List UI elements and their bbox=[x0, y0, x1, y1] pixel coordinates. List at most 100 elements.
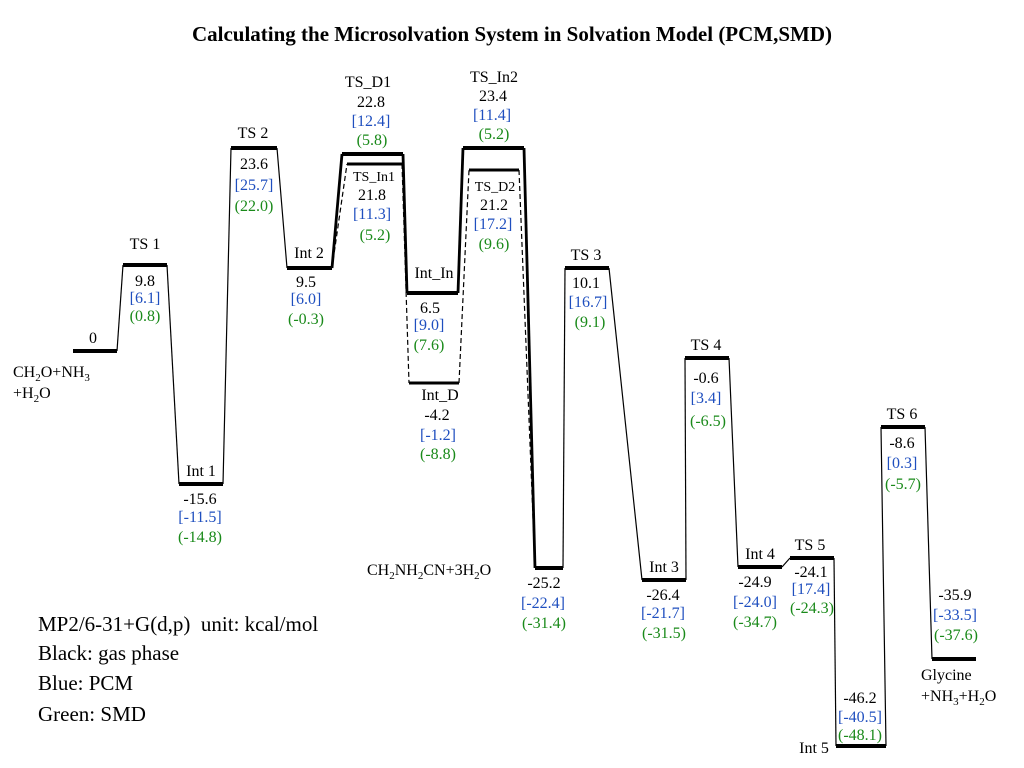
value-gas-TS1: 9.8 bbox=[135, 273, 155, 290]
aminonitrile-label: CH2NH2CN+3H2O bbox=[367, 562, 491, 582]
value-pcm-Int3: [-21.7] bbox=[641, 605, 685, 622]
value-gas-TS_In1: 21.8 bbox=[358, 187, 386, 204]
value-gas-Int3: -26.4 bbox=[646, 587, 679, 604]
legend-method: MP2/6-31+G(d,p) unit: kcal/mol bbox=[38, 612, 318, 636]
value-smd-TS2: (22.0) bbox=[235, 198, 274, 215]
connector bbox=[458, 169, 470, 384]
value-pcm-Int_D: [-1.2] bbox=[420, 427, 456, 444]
product-label-line2: +NH3+H2O bbox=[921, 688, 996, 708]
value-gas-TS_D1: 22.8 bbox=[357, 94, 385, 111]
value-smd-P1: (-31.4) bbox=[522, 615, 566, 632]
value-pcm-TS5: [17.4] bbox=[792, 581, 831, 598]
value-gas-TS6: -8.6 bbox=[889, 435, 914, 452]
value-pcm-TS1: [6.1] bbox=[130, 290, 161, 307]
value-smd-TS_D2: (9.6) bbox=[479, 236, 510, 253]
connector bbox=[276, 147, 288, 269]
connector bbox=[518, 169, 536, 569]
energy-levels-thin bbox=[347, 162, 519, 385]
connectors bbox=[116, 147, 933, 747]
value-gas-P2: -35.9 bbox=[938, 587, 971, 604]
value-smd-TS_D1: (5.8) bbox=[357, 132, 388, 149]
label-Int4: Int 4 bbox=[745, 546, 775, 563]
label-Int_In: Int_In bbox=[414, 265, 453, 282]
connector bbox=[608, 267, 643, 581]
label-TS_D2: TS_D2 bbox=[475, 180, 515, 195]
value-pcm-TS2: [25.7] bbox=[235, 177, 274, 194]
label-TS3: TS 3 bbox=[571, 247, 602, 264]
value-gas-Int2: 9.5 bbox=[296, 274, 316, 291]
connector bbox=[401, 163, 410, 384]
product-label-line1: Glycine bbox=[921, 667, 972, 684]
value-gas-TS_D2: 21.2 bbox=[480, 197, 508, 214]
connector bbox=[331, 163, 348, 269]
connector bbox=[728, 357, 739, 568]
value-smd-Int1: (-14.8) bbox=[178, 529, 222, 546]
connector bbox=[924, 426, 933, 660]
connector bbox=[522, 147, 537, 569]
legend: MP2/6-31+G(d,p) unit: kcal/mol Black: ga… bbox=[38, 612, 318, 726]
connectors-d-path bbox=[331, 163, 536, 569]
value-smd-Int3: (-31.5) bbox=[642, 625, 686, 642]
value-smd-Int4: (-34.7) bbox=[733, 614, 777, 631]
value-gas-Int5: -46.2 bbox=[843, 690, 876, 707]
label-TS2: TS 2 bbox=[238, 125, 269, 142]
reactant-label-line1: CH2O+NH3 bbox=[13, 364, 90, 384]
value-pcm-P1: [-22.4] bbox=[521, 595, 565, 612]
chart-title: Calculating the Microsolvation System in… bbox=[192, 22, 832, 46]
value-smd-P2: (-37.6) bbox=[934, 627, 978, 644]
value-pcm-Int2: [6.0] bbox=[291, 291, 322, 308]
value-smd-TS1: (0.8) bbox=[130, 308, 161, 325]
value-smd-Int_D: (-8.8) bbox=[420, 446, 456, 463]
value-pcm-TS_In1: [11.3] bbox=[353, 206, 391, 223]
connector bbox=[781, 557, 791, 568]
connector bbox=[456, 147, 465, 294]
value-gas-TS3: 10.1 bbox=[572, 275, 600, 292]
value-pcm-Int5: [-40.5] bbox=[838, 709, 882, 726]
connector bbox=[116, 264, 124, 352]
value-gas-Int_In: 6.5 bbox=[420, 300, 440, 317]
legend-smd: Green: SMD bbox=[38, 702, 146, 726]
connectors-in-path bbox=[330, 147, 537, 569]
value-pcm-Int4: [-24.0] bbox=[733, 594, 777, 611]
label-TS4: TS 4 bbox=[691, 337, 722, 354]
label-Int_D: Int_D bbox=[421, 387, 458, 404]
value-smd-Int_In: (7.6) bbox=[414, 337, 445, 354]
value-gas-Int4: -24.9 bbox=[738, 574, 771, 591]
value-pcm-Int_In: [9.0] bbox=[414, 317, 445, 334]
value-gas-TS4: -0.6 bbox=[693, 370, 718, 387]
label-TS_In2: TS_In2 bbox=[470, 69, 518, 86]
legend-pcm: Blue: PCM bbox=[38, 671, 133, 695]
label-Int2: Int 2 bbox=[294, 245, 324, 262]
value-gas-Int_D: -4.2 bbox=[424, 407, 449, 424]
value-gas-TS5: -24.1 bbox=[794, 564, 827, 581]
value-pcm-P2: [-33.5] bbox=[933, 607, 977, 624]
value-gas-Int1: -15.6 bbox=[183, 491, 216, 508]
connector bbox=[684, 357, 687, 581]
energy-levels bbox=[73, 146, 976, 748]
legend-gas: Black: gas phase bbox=[38, 641, 179, 665]
connector bbox=[166, 264, 180, 485]
value-smd-TS6: (-5.7) bbox=[885, 476, 921, 493]
value-gas-R: 0 bbox=[89, 330, 97, 347]
value-smd-TS5: (-24.3) bbox=[790, 600, 834, 617]
value-smd-Int5: (-48.1) bbox=[838, 727, 882, 744]
label-TS_D1: TS_D1 bbox=[345, 74, 391, 91]
connector bbox=[401, 153, 409, 294]
value-smd-TS_In2: (5.2) bbox=[479, 126, 510, 143]
connector bbox=[833, 557, 837, 747]
value-pcm-TS6: [0.3] bbox=[887, 455, 918, 472]
value-gas-TS_In2: 23.4 bbox=[479, 88, 507, 105]
label-Int3: Int 3 bbox=[649, 559, 679, 576]
reactant-label-line2: +H2O bbox=[13, 385, 51, 405]
connector bbox=[880, 426, 887, 747]
state-labels: TS 1 Int 1 TS 2 Int 2 TS_D1 TS_In1 Int_I… bbox=[130, 69, 918, 757]
label-TS_In1: TS_In1 bbox=[353, 170, 395, 185]
value-pcm-Int1: [-11.5] bbox=[178, 509, 221, 526]
value-smd-TS3: (9.1) bbox=[575, 314, 606, 331]
value-gas-TS2: 23.6 bbox=[240, 156, 268, 173]
connector bbox=[562, 267, 566, 569]
label-Int5: Int 5 bbox=[799, 740, 829, 757]
value-gas-P1: -25.2 bbox=[527, 575, 560, 592]
label-TS5: TS 5 bbox=[795, 537, 826, 554]
